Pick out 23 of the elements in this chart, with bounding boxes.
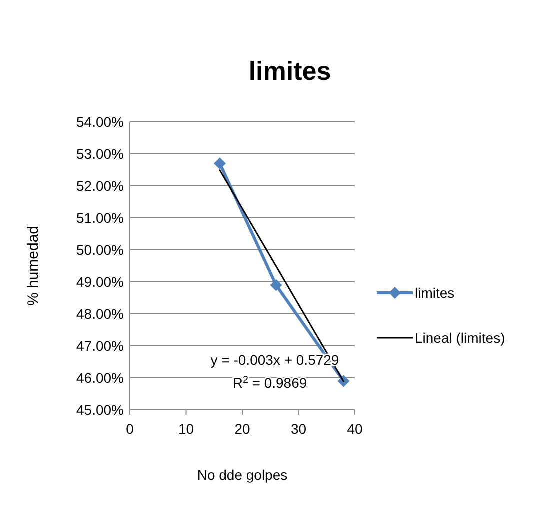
x-axis-title: No dde golpes <box>197 467 288 483</box>
point <box>270 279 282 292</box>
legend-label: limites <box>415 285 455 301</box>
y-tick-label: 50.00% <box>76 242 124 258</box>
x-tick-label: 10 <box>178 421 194 437</box>
y-tick-label: 46.00% <box>76 370 124 386</box>
x-tick-label: 30 <box>290 421 307 437</box>
y-tick-label: 49.00% <box>76 274 124 290</box>
y-tick-label: 45.00% <box>76 402 124 418</box>
point <box>214 158 226 170</box>
y-axis-title: % humedad <box>25 226 42 306</box>
y-tick-label: 51.00% <box>76 210 124 226</box>
y-tick-label: 48.00% <box>76 306 124 322</box>
x-tick-label: 0 <box>126 421 134 437</box>
x-tick-label: 40 <box>347 421 363 437</box>
y-tick-label: 53.00% <box>76 146 124 162</box>
x-tick-label: 20 <box>234 421 250 437</box>
legend-label: Lineal (limites) <box>415 330 506 346</box>
chart-title: limites <box>248 56 332 86</box>
annotation: R$^{2}$ = 0.9869 <box>232 374 308 391</box>
y-tick-label: 54.00% <box>76 114 124 130</box>
y-tick-label: 52.00% <box>76 178 124 194</box>
y-tick-label: 47.00% <box>76 338 124 354</box>
